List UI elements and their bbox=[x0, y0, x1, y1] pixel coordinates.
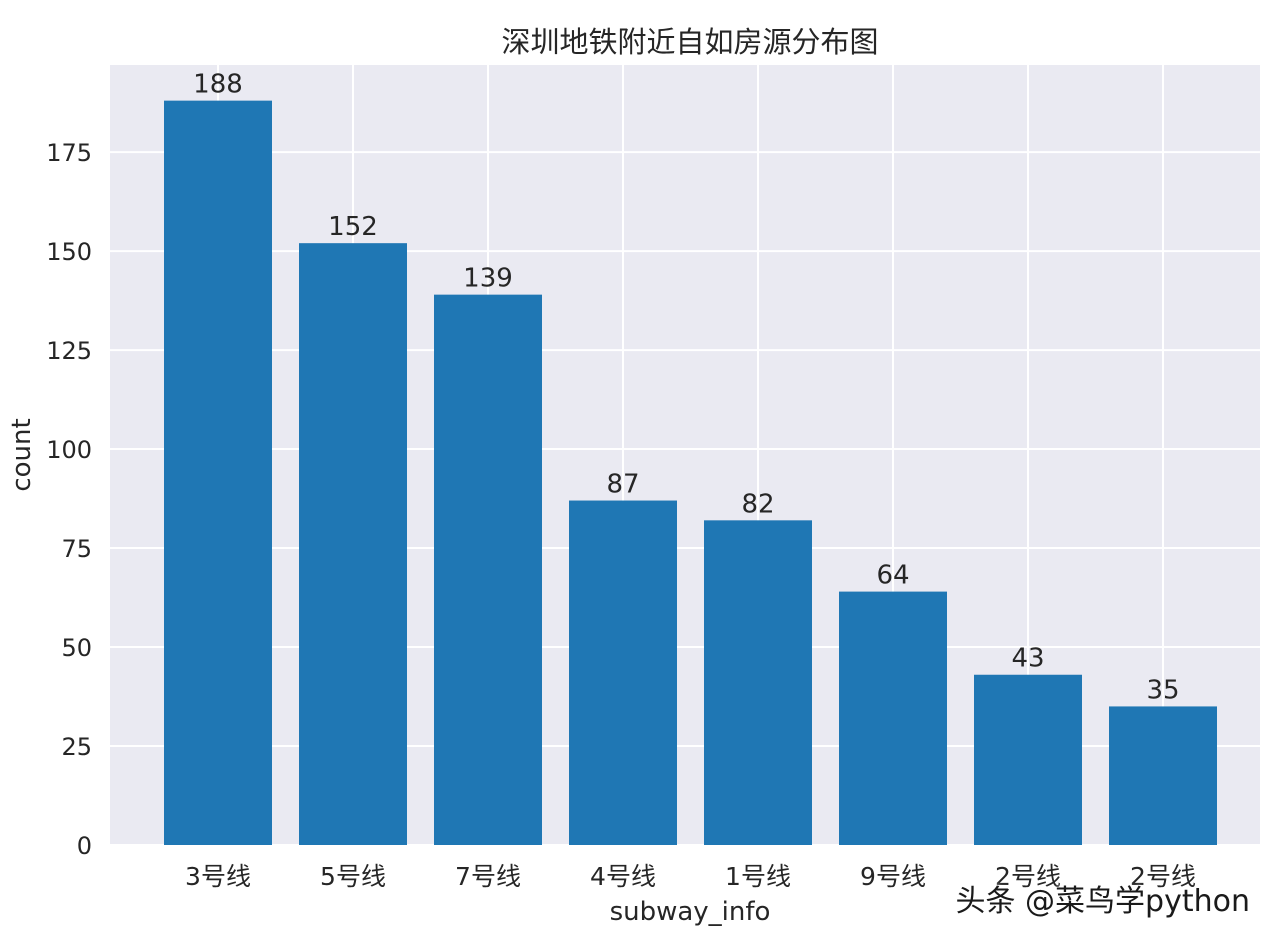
x-tick-label: 4号线 bbox=[590, 862, 656, 891]
bar-value-label: 82 bbox=[741, 489, 774, 519]
bar bbox=[1109, 706, 1217, 845]
y-tick-label: 25 bbox=[61, 733, 92, 761]
bar bbox=[704, 520, 812, 845]
bar bbox=[299, 243, 407, 845]
bar-value-label: 43 bbox=[1011, 644, 1044, 674]
y-tick-label: 150 bbox=[46, 238, 92, 266]
bars bbox=[164, 100, 1217, 846]
bar bbox=[974, 674, 1082, 845]
x-axis-label: subway_info bbox=[610, 897, 771, 927]
y-tick-label: 75 bbox=[61, 535, 92, 563]
x-tick-label: 3号线 bbox=[185, 862, 251, 891]
x-tick-label: 9号线 bbox=[860, 862, 926, 891]
y-tick-label: 125 bbox=[46, 337, 92, 365]
plot-background bbox=[110, 65, 1260, 845]
bar-value-label: 35 bbox=[1146, 675, 1179, 705]
bar bbox=[434, 294, 542, 846]
x-tick-label: 5号线 bbox=[320, 862, 386, 891]
x-tick-labels: 3号线 5号线 7号线 4号线 1号线 9号线 2号线 2号线 bbox=[185, 862, 1196, 891]
x-tick-label: 1号线 bbox=[725, 862, 791, 891]
bar-value-label: 188 bbox=[193, 70, 243, 100]
bar-value-label: 87 bbox=[606, 470, 639, 500]
y-axis-label: count bbox=[7, 418, 37, 491]
chart-title: 深圳地铁附近自如房源分布图 bbox=[501, 25, 878, 59]
y-tick-label: 100 bbox=[46, 436, 92, 464]
x-tick-label: 7号线 bbox=[455, 862, 521, 891]
y-tick-label: 0 bbox=[77, 832, 92, 860]
bar bbox=[164, 100, 272, 845]
y-tick-label: 175 bbox=[46, 139, 92, 167]
watermark-text: 头条 @菜鸟学python bbox=[955, 884, 1250, 919]
bar bbox=[839, 591, 947, 845]
bar-value-label: 139 bbox=[463, 264, 513, 294]
data-labels: 188 152 139 87 82 64 43 35 bbox=[193, 70, 1179, 706]
bar-value-label: 152 bbox=[328, 212, 378, 242]
y-tick-label: 50 bbox=[61, 634, 92, 662]
bar bbox=[569, 500, 677, 845]
x-tick-label: 2号线 bbox=[995, 862, 1061, 891]
x-tick-label: 2号线 bbox=[1130, 862, 1196, 891]
y-tick-labels: 0 25 50 75 100 125 150 175 bbox=[46, 139, 92, 860]
bar-value-label: 64 bbox=[876, 561, 909, 591]
